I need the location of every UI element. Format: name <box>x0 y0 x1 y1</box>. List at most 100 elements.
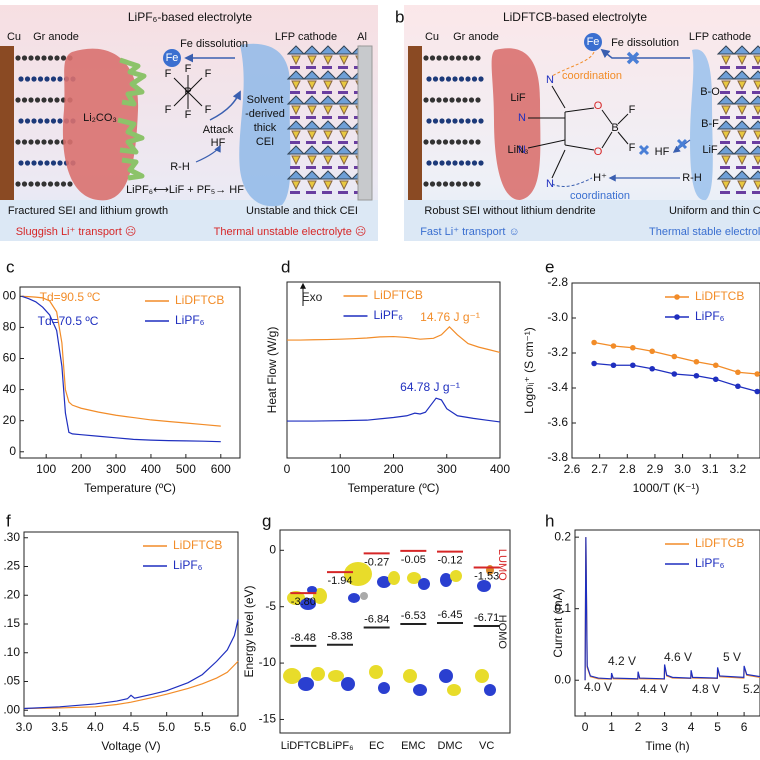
graphite-atom <box>21 97 28 103</box>
label: Gr anode <box>33 31 79 43</box>
copper-foil <box>408 46 422 200</box>
label: Al <box>357 31 367 43</box>
lfp-unit <box>748 170 760 180</box>
lfp-unit <box>290 116 300 119</box>
x-axis-title: Temperature (ºC) <box>84 481 176 495</box>
lfp-unit <box>334 45 354 55</box>
panel-a: F F F P F F F LiPF₆-based electrolyte Cu… <box>0 5 378 241</box>
data-point <box>693 358 700 365</box>
x-tick-label: 2 <box>635 720 642 734</box>
annotation: 4.8 V <box>692 682 720 696</box>
caption: Fast Li⁺ transport ☺ <box>420 226 520 238</box>
y-tick-label: 0 <box>9 444 16 458</box>
data-point <box>610 362 617 369</box>
lfp-unit <box>318 95 338 105</box>
graphite-atom <box>31 160 37 166</box>
graphite-atom <box>478 76 484 82</box>
y-tick-label: 20 <box>3 413 17 427</box>
y-tick-label: 40 <box>3 382 17 396</box>
data-point <box>649 348 655 355</box>
legend-label: LiPF₆ <box>374 308 404 322</box>
lfp-unit <box>339 105 349 116</box>
level-label: -6.53 <box>401 610 426 622</box>
x-axis-title: Temperature (ºC) <box>348 481 440 495</box>
lfp-unit <box>291 180 301 191</box>
lfp-unit <box>306 91 316 94</box>
lfp-unit <box>721 80 731 91</box>
lfp-unit <box>732 170 752 180</box>
lfp-unit <box>322 66 332 69</box>
coordination-link <box>551 51 595 77</box>
level-label: -1.53 <box>474 570 499 582</box>
lfp-unit <box>323 55 333 66</box>
level-label: -6.45 <box>437 609 462 621</box>
category-label: EC <box>369 740 384 752</box>
lfp-unit <box>302 145 322 155</box>
lfp-unit <box>306 191 316 194</box>
lfp-unit <box>291 155 301 166</box>
graphite-atom <box>31 118 37 124</box>
lfp-unit <box>752 66 760 69</box>
lfp-unit <box>307 55 317 66</box>
atom: O <box>594 100 603 112</box>
data-line <box>23 660 239 710</box>
lfp-unit <box>307 80 317 91</box>
graphite-atom <box>34 55 41 61</box>
legend-label: LiDFTCB <box>173 538 222 552</box>
lfp-unit <box>307 130 317 141</box>
x-tick-label: 0 <box>582 720 589 734</box>
lfp-unit <box>737 55 747 66</box>
lfp-unit <box>302 120 322 130</box>
graphite-atom <box>28 55 34 61</box>
label: Fe dissolution <box>611 37 679 49</box>
data-point <box>649 365 655 372</box>
graphite-atom <box>34 181 41 187</box>
graphite-atom <box>475 97 481 103</box>
sei-layer <box>491 48 541 200</box>
plot-frame <box>19 286 241 459</box>
y-tick-label: -10 <box>259 655 277 669</box>
lfp-unit <box>291 105 301 116</box>
lfp-unit <box>318 120 338 130</box>
lfp-unit <box>732 70 752 80</box>
y-tick-label: 00 <box>3 288 17 302</box>
lfp-unit <box>748 70 760 80</box>
graphite-atom <box>47 97 54 103</box>
graphite-atom <box>475 55 481 61</box>
lfp-unit <box>720 66 730 69</box>
atom: F <box>629 142 636 154</box>
lfp-unit <box>286 70 306 80</box>
label: thick <box>254 122 277 134</box>
label: HF <box>655 146 670 158</box>
data-point <box>591 360 597 367</box>
atom: B <box>611 122 618 134</box>
lfp-unit <box>322 91 332 94</box>
label: Solvent <box>247 94 284 106</box>
x-tick-label: 2.8 <box>619 462 636 476</box>
graphite-atom <box>445 76 452 82</box>
y-tick-label: 0.2 <box>554 529 571 543</box>
graphite-atom <box>50 118 57 124</box>
graphite-atom <box>28 139 34 145</box>
graphite-atom <box>54 181 60 187</box>
graphite-atom <box>429 181 436 187</box>
copper-foil <box>0 46 14 200</box>
lfp-unit <box>302 95 322 105</box>
y-tick-label: -3.8 <box>547 450 568 464</box>
x-tick-label: 500 <box>176 462 196 476</box>
lfp-unit <box>323 180 333 191</box>
graphite-atom <box>37 76 44 82</box>
y-tick-label: -15 <box>259 712 277 726</box>
graphite-atom <box>50 160 57 166</box>
graphite-atom <box>24 76 31 82</box>
legend-label: LiPF₆ <box>695 556 725 570</box>
graphite-atom <box>452 118 458 124</box>
atom: F <box>165 104 172 116</box>
graphite-atom <box>18 76 24 82</box>
data-line <box>287 397 501 423</box>
graphite-atom <box>15 139 21 145</box>
lfp-unit <box>322 191 332 194</box>
level-label: -8.38 <box>327 631 352 643</box>
lfp-unit <box>322 166 332 169</box>
legend-label: LiDFTCB <box>695 536 744 550</box>
